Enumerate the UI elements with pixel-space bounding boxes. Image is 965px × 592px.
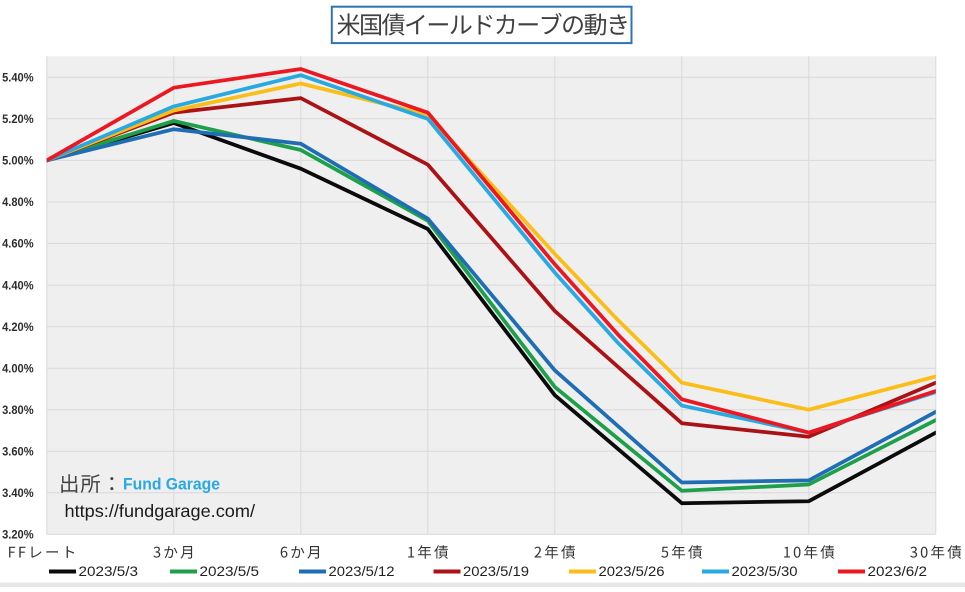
svg-text:2023/6/2: 2023/6/2	[868, 564, 928, 579]
svg-text:4.20%: 4.20%	[2, 320, 34, 334]
svg-text:2023/5/3: 2023/5/3	[79, 564, 139, 579]
svg-text:5.20%: 5.20%	[2, 112, 34, 126]
svg-text:2023/5/19: 2023/5/19	[463, 564, 529, 579]
svg-text:2023/5/12: 2023/5/12	[329, 564, 395, 579]
svg-text:4.40%: 4.40%	[2, 278, 34, 292]
svg-text:3.60%: 3.60%	[2, 445, 34, 459]
svg-text:4.60%: 4.60%	[2, 237, 34, 251]
svg-text:2023/5/26: 2023/5/26	[599, 564, 665, 579]
svg-text:2023/5/30: 2023/5/30	[732, 564, 798, 579]
svg-text:2023/5/5: 2023/5/5	[200, 564, 260, 579]
svg-text:3.20%: 3.20%	[2, 528, 34, 542]
svg-text:3.40%: 3.40%	[2, 486, 34, 500]
svg-text:4.80%: 4.80%	[2, 195, 34, 209]
svg-text:5.40%: 5.40%	[2, 71, 34, 85]
svg-text:Fund Garage: Fund Garage	[123, 475, 220, 493]
svg-text:4.00%: 4.00%	[2, 361, 34, 375]
svg-text:5.00%: 5.00%	[2, 154, 34, 168]
svg-text:https://fundgarage.com/: https://fundgarage.com/	[65, 501, 256, 521]
svg-text:3.80%: 3.80%	[2, 403, 34, 417]
